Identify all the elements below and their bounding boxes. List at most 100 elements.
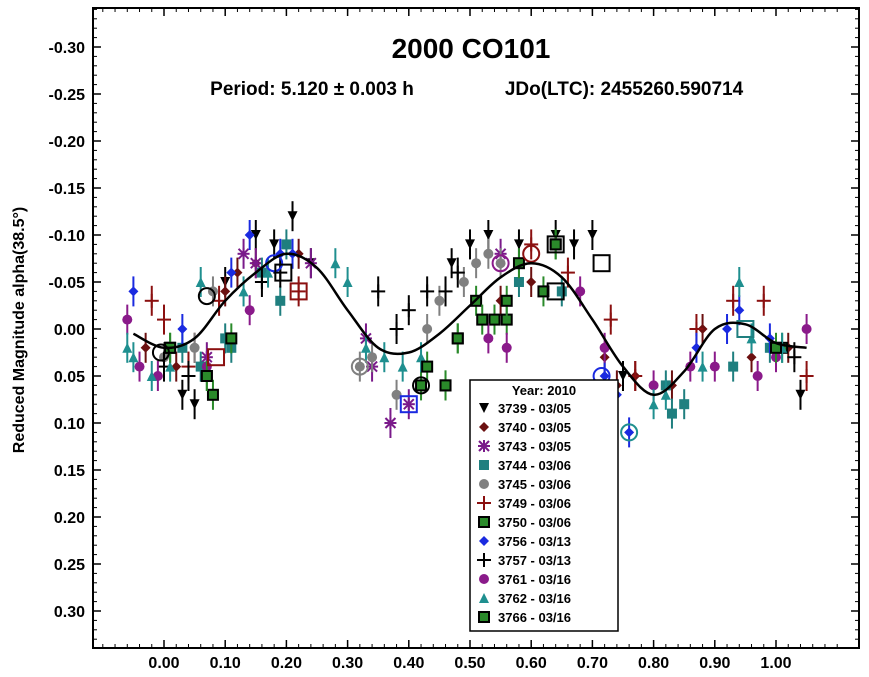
marker-shape: [367, 352, 378, 363]
marker-shape: [244, 230, 255, 240]
marker-shape: [569, 239, 580, 250]
marker-shape: [666, 408, 677, 419]
legend-box: [469, 379, 619, 632]
y-tick-label: -0.30: [49, 40, 86, 57]
data-point: [402, 398, 415, 411]
legend-marker: [479, 593, 489, 603]
y-tick-label: -0.05: [49, 275, 86, 292]
data-point: [556, 286, 567, 297]
legend-label: 3749 - 03/06: [498, 496, 571, 511]
marker-shape: [281, 239, 292, 250]
y-tick-label: -0.20: [49, 134, 86, 151]
data-point: [599, 371, 610, 381]
data-point: [795, 389, 806, 400]
legend-label: 3739 - 03/05: [498, 401, 571, 416]
data-point: [401, 303, 416, 318]
data-point: [488, 313, 501, 326]
data-point: [200, 370, 213, 382]
open-circle-marker: [412, 376, 431, 395]
data-point: [500, 313, 513, 326]
marker-shape: [275, 295, 286, 306]
marker-shape: [483, 248, 494, 259]
legend-entry: 3757 - 03/13: [477, 553, 571, 568]
open-circle-marker: [620, 423, 639, 442]
legend-entry: 3740 - 03/05: [479, 420, 571, 435]
marker-shape: [384, 417, 397, 429]
open-square-marker: [546, 282, 565, 301]
legend-label: 3743 - 03/05: [498, 439, 571, 454]
marker-shape: [526, 277, 537, 287]
marker-shape: [618, 371, 628, 381]
data-point: [122, 314, 133, 325]
marker-shape: [685, 361, 696, 372]
x-tick-label: 0.90: [699, 655, 730, 672]
data-point: [415, 379, 428, 392]
data-point: [666, 408, 677, 419]
marker-shape: [734, 277, 745, 287]
data-point: [679, 399, 690, 410]
marker-shape: [189, 342, 200, 353]
data-point: [391, 389, 402, 400]
legend-label: 3761 - 03/16: [498, 572, 571, 587]
marker-shape: [237, 248, 250, 260]
data-point: [513, 239, 524, 250]
data-point: [446, 258, 457, 269]
marker-shape: [220, 333, 231, 344]
marker-shape: [722, 324, 733, 334]
legend-entry: 3739 - 03/05: [479, 401, 571, 416]
marker-shape: [122, 342, 133, 353]
marker-shape: [513, 239, 524, 250]
y-tick-label: 0.15: [54, 463, 85, 480]
data-point: [524, 237, 539, 252]
data-point: [379, 352, 390, 363]
y-tick-label: -0.25: [49, 87, 86, 104]
marker-shape: [728, 361, 739, 372]
marker-shape: [379, 352, 390, 363]
data-point: [181, 369, 196, 383]
y-axis-ticks: -0.30 -0.25 -0.20 -0.15 -0.10 -0.05 0.00 0.05 0.…: [49, 8, 859, 640]
legend-entry: 3756 - 03/13: [479, 534, 571, 549]
data-point: [220, 286, 231, 297]
legend-entry: 3745 - 03/06: [479, 477, 571, 492]
marker-shape: [263, 267, 274, 278]
marker-shape: [648, 380, 659, 391]
marker-shape: [575, 286, 586, 297]
legend-marker: [477, 496, 491, 510]
marker-shape: [648, 399, 659, 410]
data-point: [709, 361, 720, 372]
data-point: [291, 284, 306, 299]
data-point: [195, 361, 206, 372]
data-point: [560, 265, 575, 280]
open-circle-marker: [197, 287, 216, 306]
data-point: [244, 305, 255, 316]
marker-shape: [734, 305, 745, 316]
marker-shape: [587, 230, 598, 240]
marker-shape: [128, 352, 139, 363]
y-axis-label: Reduced Magnitude alpha(38.5°): [11, 207, 28, 453]
series-3762: [122, 248, 788, 420]
data-point: [648, 380, 659, 391]
y-tick-label: 0.30: [54, 604, 85, 621]
marker-shape: [465, 239, 475, 250]
marker-shape: [360, 342, 371, 353]
data-point: [787, 350, 802, 365]
data-point: [526, 277, 537, 287]
open-square-marker: [399, 395, 418, 414]
legend-marker: [479, 422, 489, 432]
data-point: [416, 352, 427, 363]
data-point: [275, 295, 286, 306]
data-point: [165, 361, 176, 372]
marker-shape: [479, 460, 489, 470]
marker-shape: [746, 352, 757, 363]
legend: Year: 2010 3739 - 03/05 3740 - 03/05 3743 …: [469, 379, 619, 632]
marker-shape: [478, 611, 490, 623]
legend-marker: [477, 553, 491, 567]
marker-shape: [479, 574, 489, 584]
marker-shape: [244, 305, 255, 316]
data-point: [483, 333, 494, 344]
legend-entry: 3749 - 03/06: [477, 496, 571, 511]
legend-entry: 3750 - 03/06: [478, 515, 571, 530]
legend-marker: [478, 440, 490, 452]
marker-shape: [146, 371, 157, 381]
data-point: [122, 342, 133, 353]
